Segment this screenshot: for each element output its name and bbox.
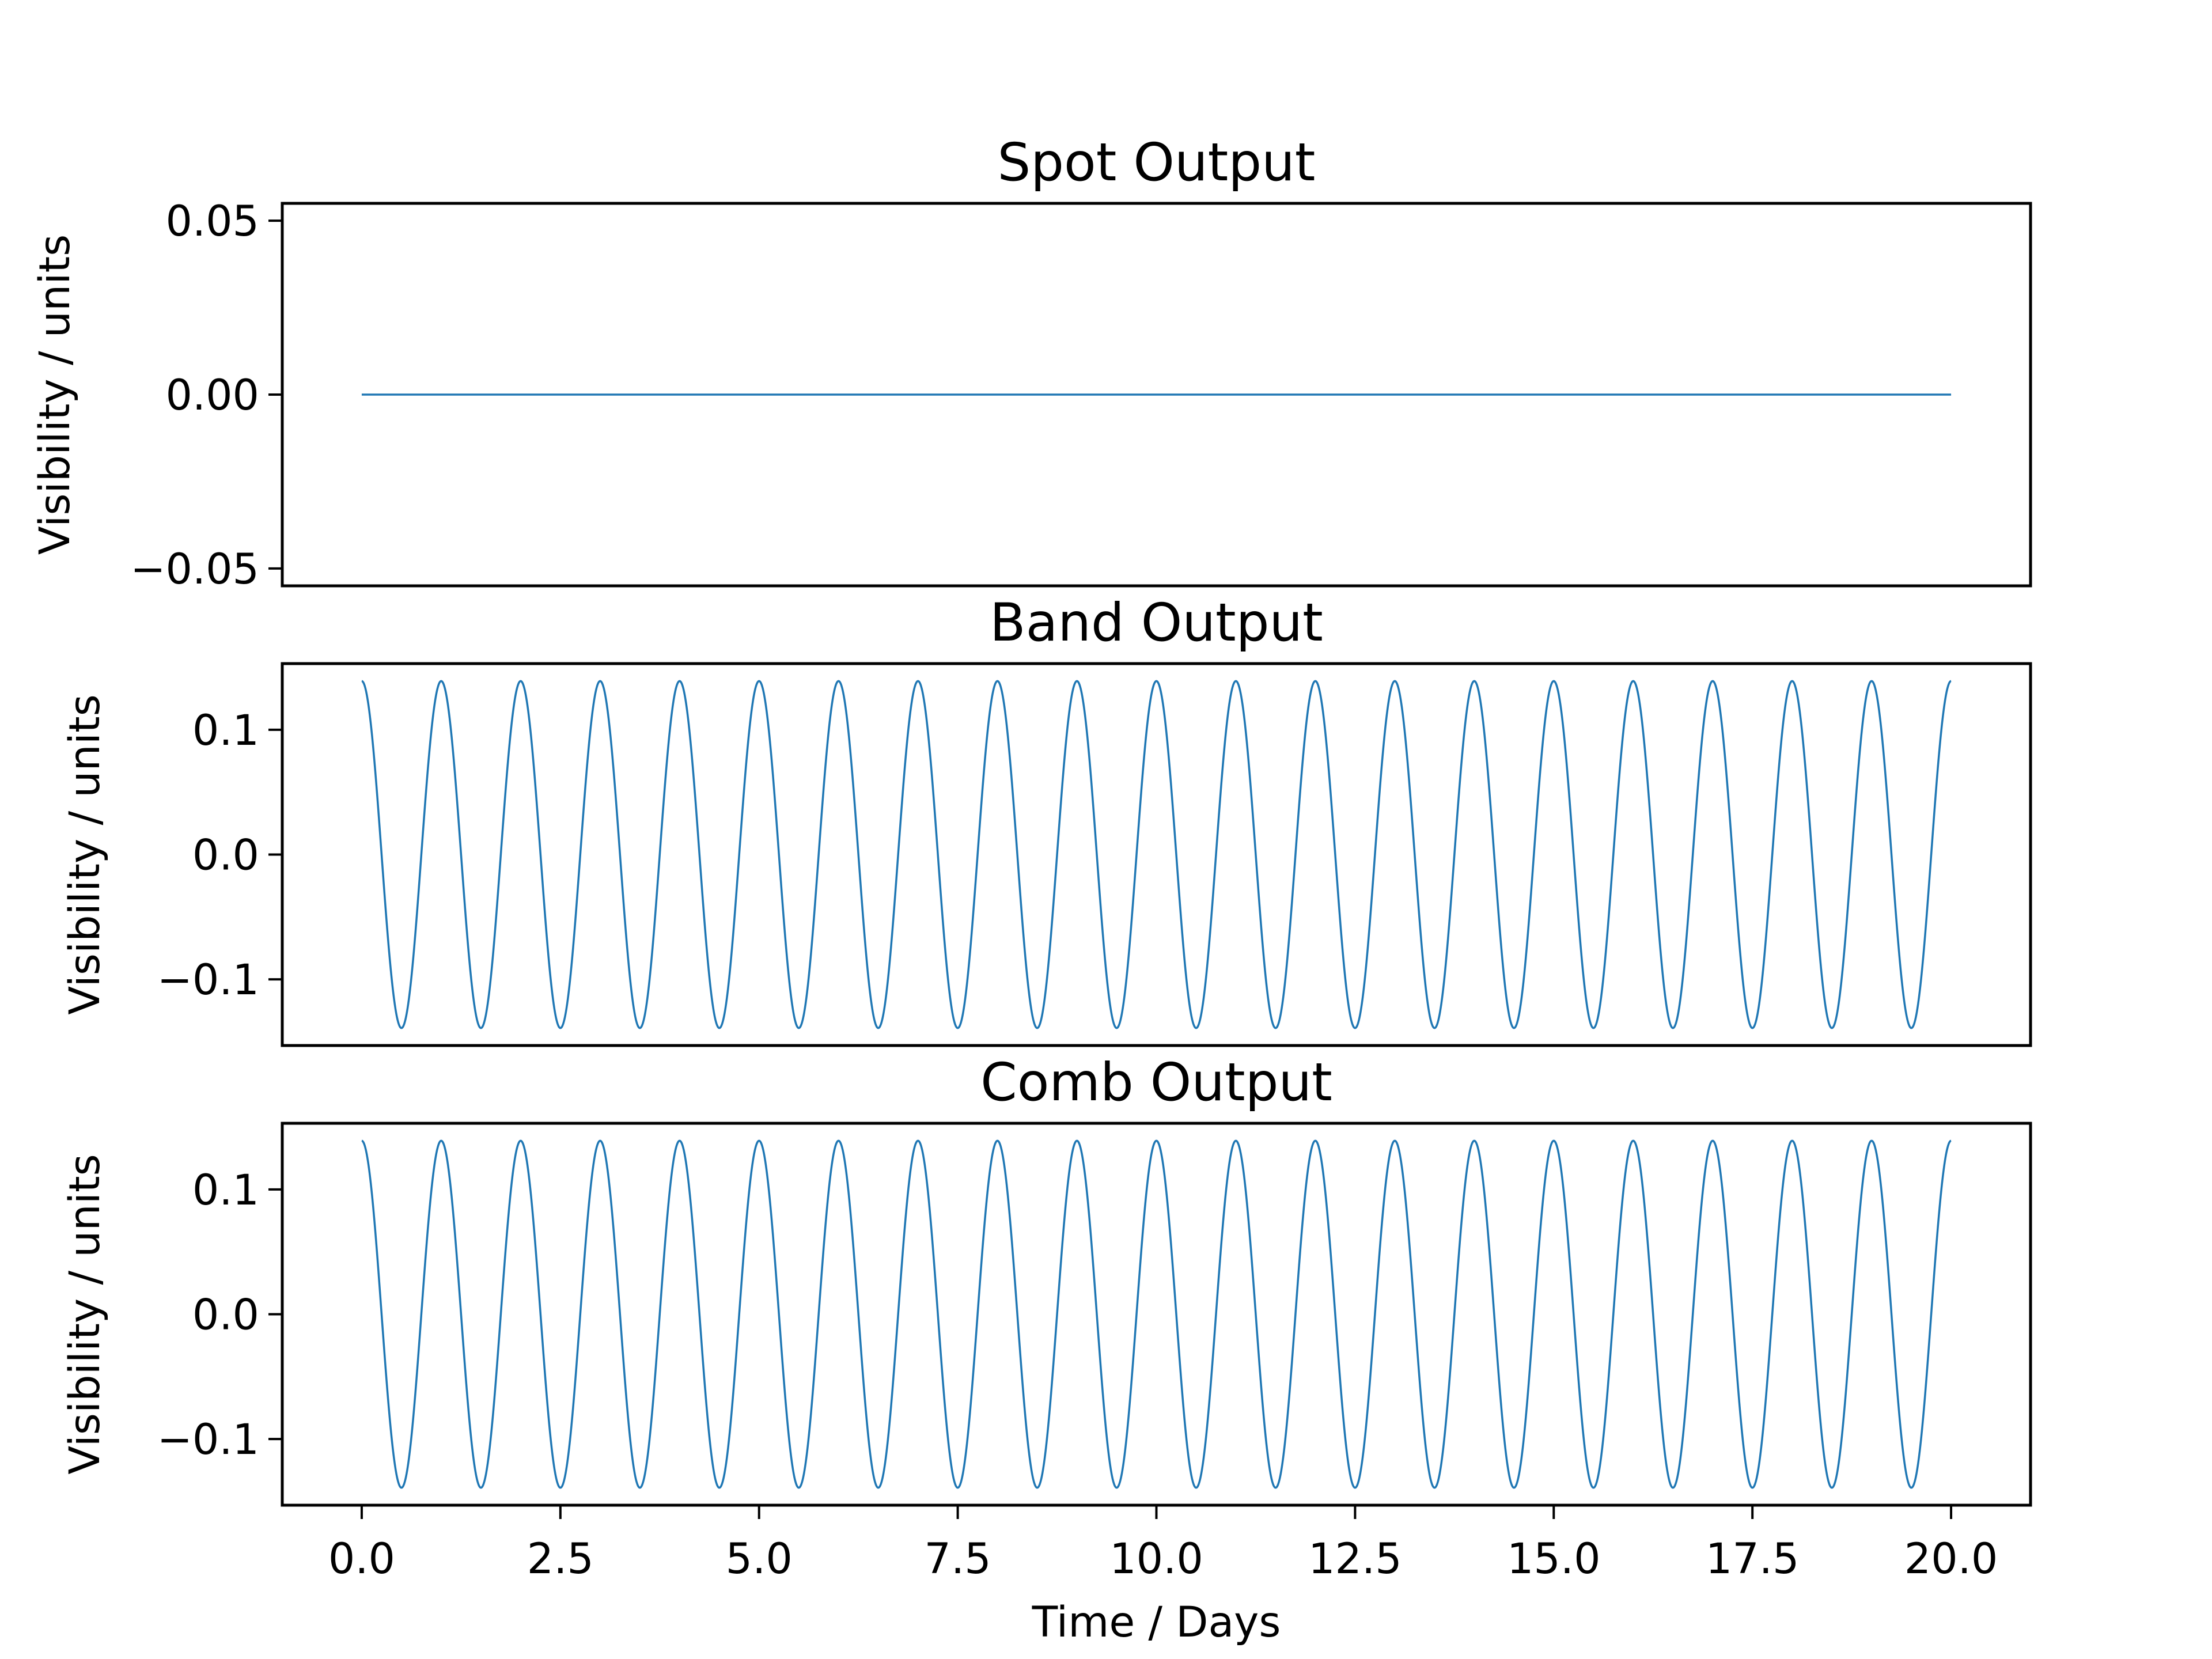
subplot-title: Band Output (990, 593, 1323, 653)
x-tick-label: 20.0 (1904, 1535, 1998, 1584)
subplot-title: Spot Output (998, 132, 1316, 193)
x-tick-label: 7.5 (925, 1535, 991, 1584)
x-tick-label: 2.5 (527, 1535, 594, 1584)
y-tick-label: −0.1 (157, 956, 259, 1005)
y-tick-label: 0.1 (192, 1166, 259, 1215)
x-tick-label: 0.0 (328, 1535, 395, 1584)
subplot-1: Spot Output −0.05 0.00 0.05 Visibility / uni… (31, 132, 2032, 594)
y-axis-label: Visibility / units (31, 234, 79, 555)
x-tick-label: 17.5 (1706, 1535, 1800, 1584)
y-tick-label: 0.0 (192, 1291, 259, 1340)
y-axis-label: Visibility / units (60, 694, 109, 1014)
series-line (361, 680, 1952, 1029)
y-axis-label: Visibility / units (60, 1154, 109, 1474)
y-tick-label: 0.00 (165, 371, 259, 420)
y-tick-label: 0.1 (192, 706, 259, 755)
x-tick-label: 12.5 (1308, 1535, 1402, 1584)
y-tick-label: −0.05 (130, 545, 259, 594)
y-tick-label: 0.05 (165, 197, 259, 246)
x-tick-label: 15.0 (1507, 1535, 1601, 1584)
y-tick-label: 0.0 (192, 831, 259, 880)
axes-frame (281, 1122, 2032, 1507)
x-tick-label: 10.0 (1109, 1535, 1203, 1584)
subplot-title: Comb Output (980, 1052, 1332, 1113)
x-axis-label: Time / Days (1032, 1598, 1281, 1647)
x-tick-label: 5.0 (726, 1535, 793, 1584)
axes-frame (281, 662, 2032, 1047)
series-line (361, 1139, 1952, 1489)
subplot-2: Band Output −0.1 0.0 0.1 Visibility / units (60, 593, 2032, 1047)
y-tick-label: −0.1 (157, 1415, 259, 1464)
subplot-3: Comb Output −0.1 0.0 0.1 Visibility / units 0… (60, 1052, 2032, 1647)
